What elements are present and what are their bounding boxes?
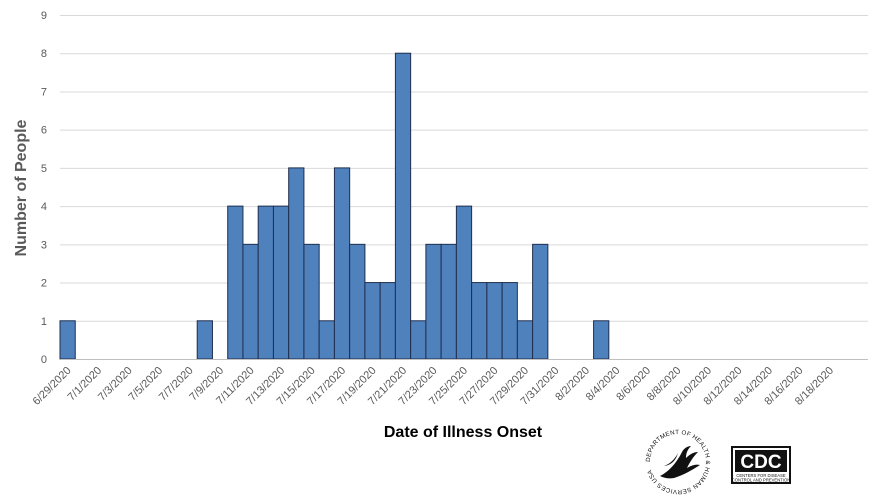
hhs-logo: DEPARTMENT OF HEALTH & HUMAN SERVICES US… (645, 429, 711, 495)
y-tick-label: 5 (41, 163, 47, 175)
y-tick-label: 7 (41, 86, 47, 98)
bar (303, 243, 320, 360)
cdc-logo-subtext-1: CENTERS FOR DISEASE (736, 473, 786, 478)
bar (532, 243, 549, 360)
bar (379, 282, 396, 360)
bar (272, 205, 290, 360)
y-tick-label: 8 (41, 48, 47, 60)
bar (394, 52, 412, 360)
bar (410, 320, 427, 360)
bar (455, 205, 473, 360)
eagle-icon (660, 446, 700, 479)
x-axis-label: Date of Illness Onset (384, 424, 543, 441)
bar (516, 320, 534, 360)
bar (425, 243, 442, 360)
bar (242, 243, 259, 360)
x-tick-labels: 6/29/20207/1/20207/3/20207/5/20207/7/202… (31, 365, 836, 408)
bars (59, 52, 610, 360)
cdc-logo-subtext-2: CONTROL AND PREVENTION (732, 478, 790, 483)
bar (257, 205, 274, 360)
y-tick-labels: 0 1 2 3 4 5 6 7 8 9 (41, 10, 47, 366)
y-tick-label: 3 (41, 239, 47, 251)
y-tick-label: 9 (41, 10, 47, 22)
y-tick-label: 6 (41, 125, 47, 137)
bar (227, 205, 244, 360)
cdc-logo-text: CDC (740, 452, 781, 473)
bar (196, 320, 213, 360)
bar (501, 282, 518, 360)
bar (486, 282, 503, 360)
bar (288, 167, 305, 360)
y-tick-label: 1 (41, 316, 47, 328)
x-tick-label: 6/29/2020 (31, 365, 74, 408)
bar (349, 243, 366, 360)
cdc-logo: CDC CENTERS FOR DISEASE CONTROL AND PREV… (731, 446, 791, 484)
bar (59, 320, 76, 360)
bar (333, 167, 351, 360)
y-tick-label: 4 (41, 201, 47, 213)
bar (593, 320, 610, 360)
y-tick-label: 0 (41, 354, 47, 366)
y-tick-label: 2 (41, 278, 47, 290)
bar (318, 320, 335, 360)
grid-lines (60, 15, 868, 322)
bar (440, 243, 457, 360)
y-axis-label: Number of People (13, 119, 30, 256)
bar (364, 282, 381, 360)
bar (471, 282, 488, 360)
